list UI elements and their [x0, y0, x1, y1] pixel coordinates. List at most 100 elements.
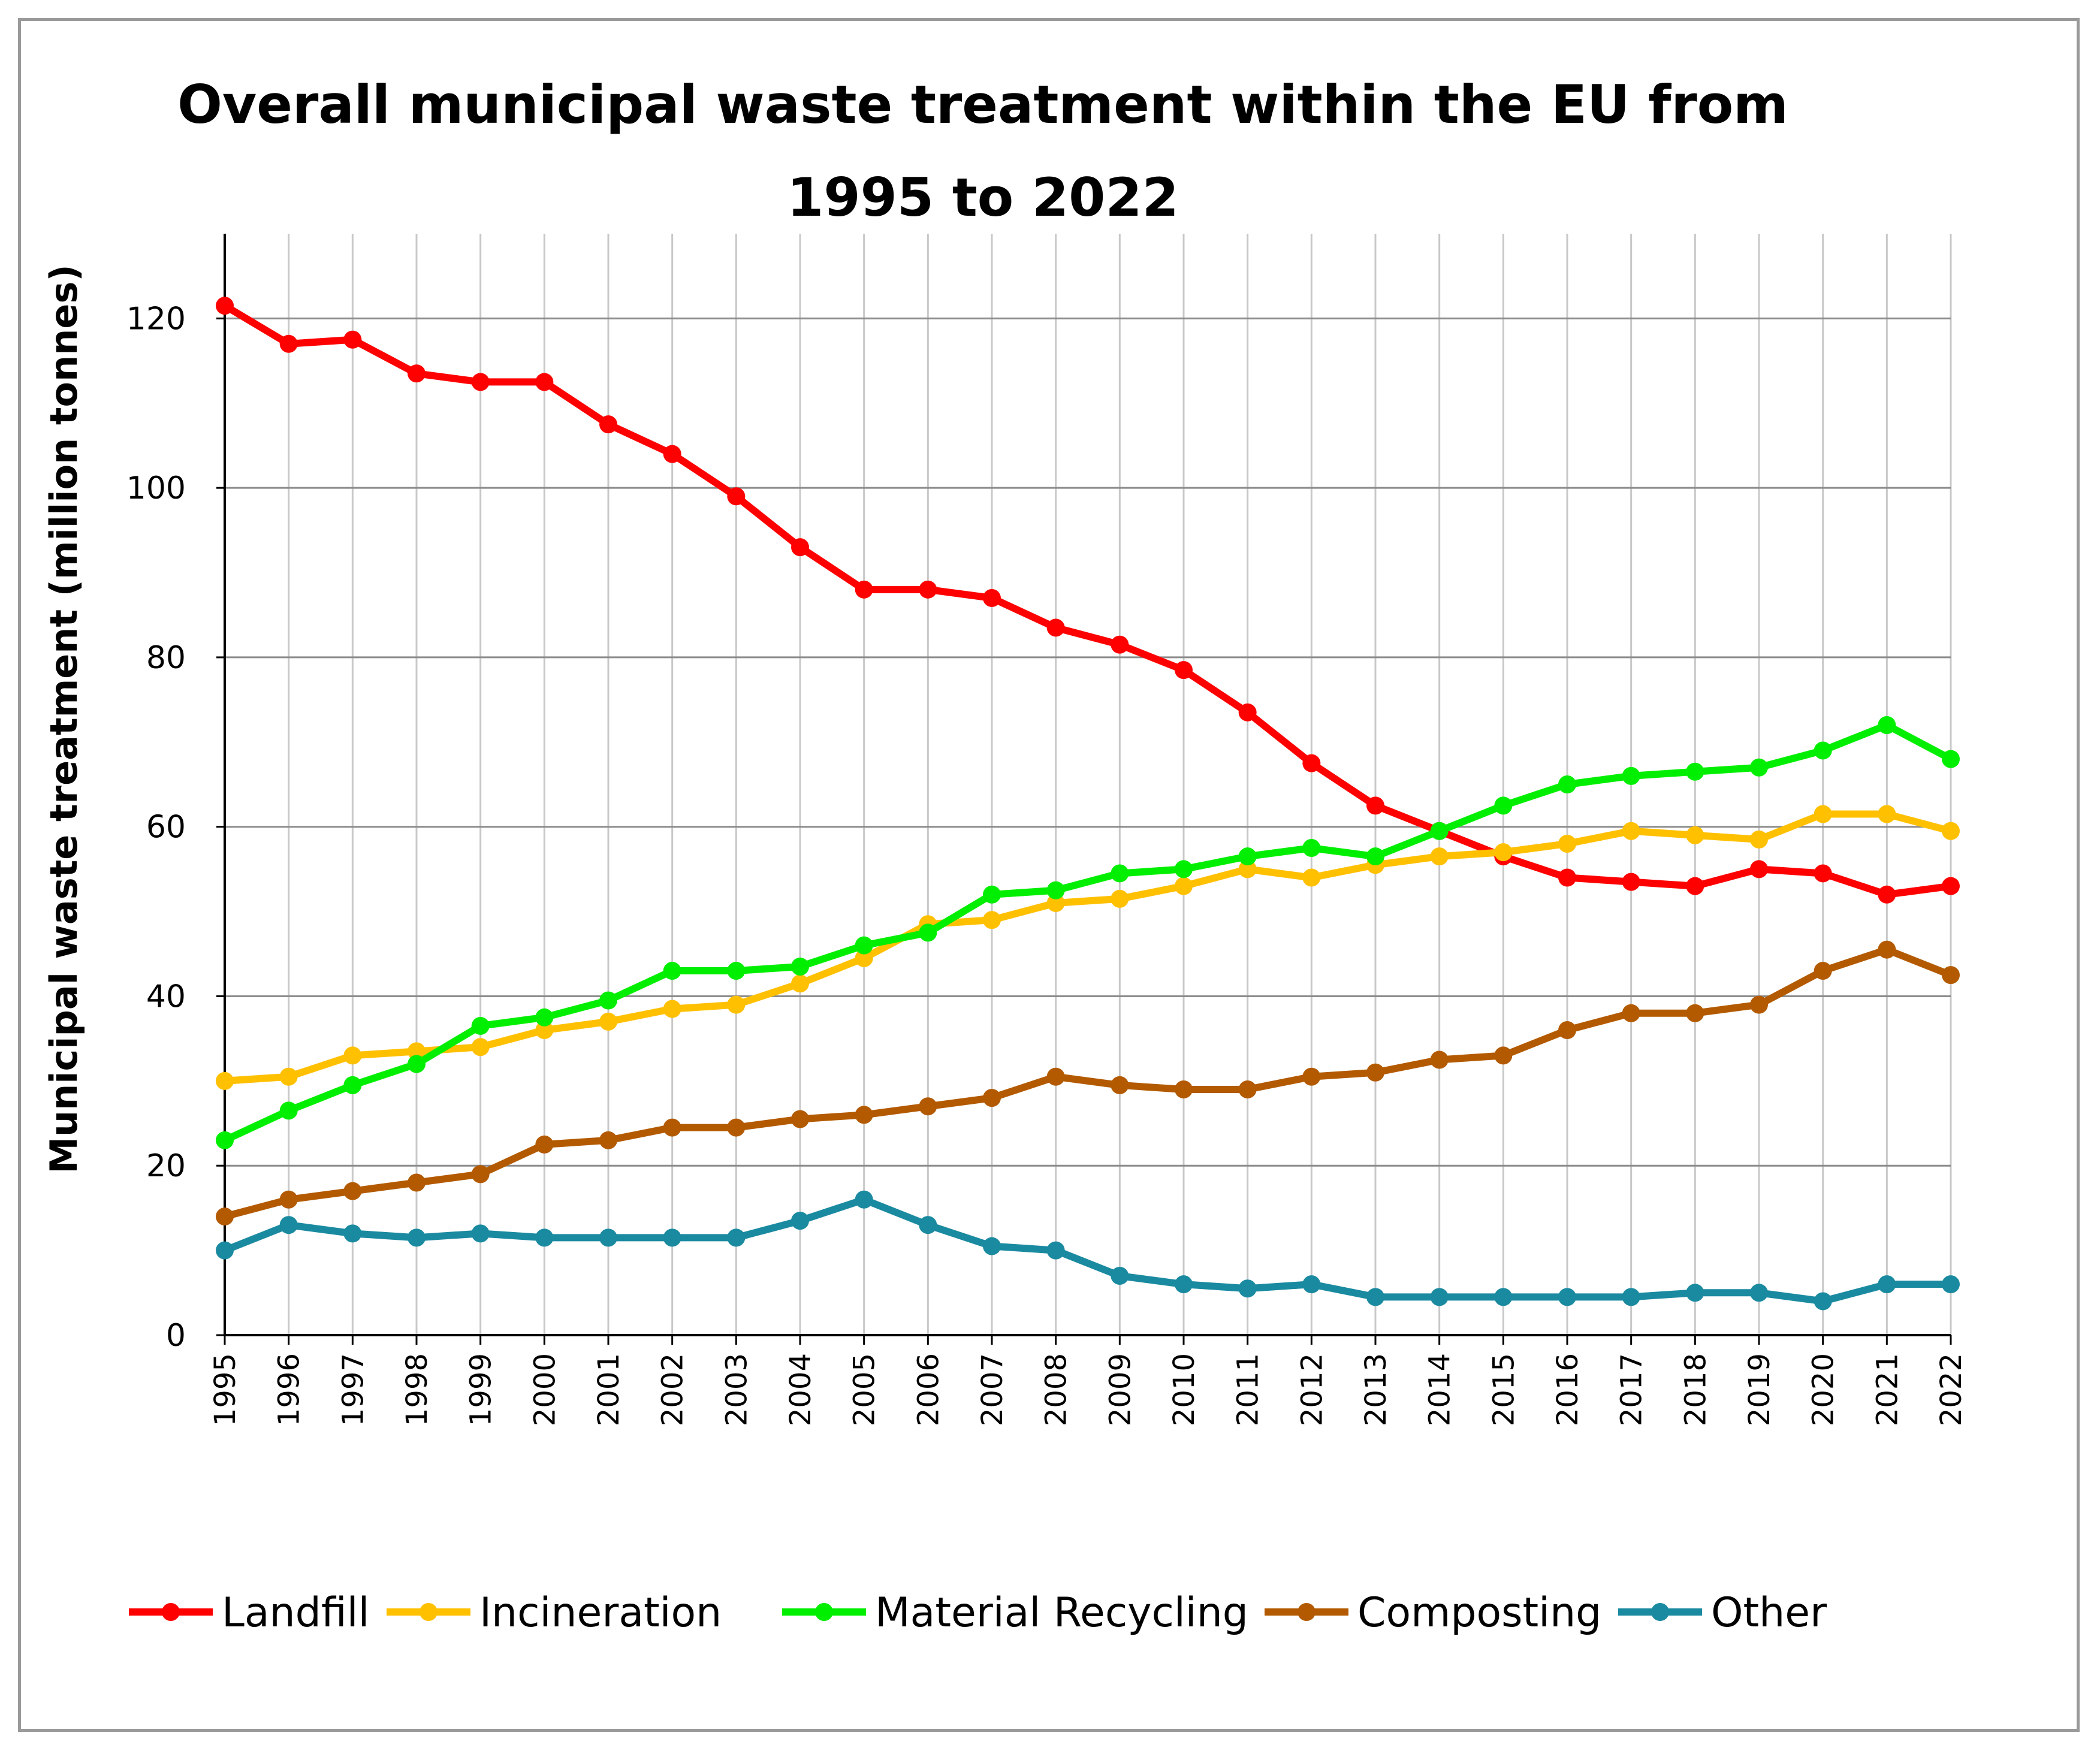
data-point-incineration [1686, 826, 1704, 844]
series-other [216, 1190, 1960, 1311]
data-point-composting [1302, 1067, 1321, 1086]
data-point-composting [855, 1106, 873, 1124]
y-tick-label: 0 [166, 1318, 186, 1354]
data-point-incineration [663, 1000, 681, 1018]
y-axis-label: Municipal waste treatment (million tonne… [42, 264, 86, 1173]
data-point-landfill [343, 330, 362, 349]
data-point-other [1175, 1275, 1193, 1294]
data-point-material-recycling [216, 1131, 234, 1149]
data-point-material-recycling [919, 923, 937, 942]
data-point-landfill [1366, 796, 1384, 815]
x-tick-label: 2001 [592, 1353, 626, 1426]
data-point-other [1494, 1288, 1513, 1306]
x-tick-label: 1999 [464, 1353, 498, 1426]
data-point-material-recycling [1494, 796, 1513, 815]
data-point-other [919, 1216, 937, 1234]
x-tick-label: 2004 [784, 1353, 817, 1426]
data-point-material-recycling [1366, 847, 1384, 866]
data-point-incineration [471, 1038, 490, 1056]
data-point-incineration [983, 911, 1001, 929]
data-point-composting [1622, 1004, 1640, 1022]
data-point-material-recycling [1430, 822, 1449, 840]
data-point-incineration [1046, 893, 1065, 912]
data-point-other [216, 1241, 234, 1260]
data-point-other [1942, 1275, 1960, 1294]
y-tick-label: 20 [146, 1148, 186, 1184]
legend-swatch-marker [1651, 1603, 1669, 1621]
data-point-landfill [983, 588, 1001, 607]
x-tick-label: 1998 [400, 1353, 434, 1426]
data-point-incineration [791, 974, 809, 993]
x-tick-label: 1997 [336, 1353, 370, 1426]
x-tick-label: 1995 [209, 1353, 242, 1426]
data-point-composting [919, 1097, 937, 1116]
data-point-material-recycling [1046, 881, 1065, 899]
data-point-composting [216, 1207, 234, 1226]
data-point-composting [1942, 966, 1960, 985]
y-tick-label: 100 [126, 470, 186, 506]
data-point-incineration [599, 1012, 617, 1031]
data-point-landfill [1814, 864, 1832, 883]
legend-label: Landfill [222, 1589, 369, 1637]
data-point-landfill [279, 334, 298, 353]
data-point-incineration [855, 949, 873, 967]
legend-item-other: Other [1618, 1589, 1827, 1637]
data-point-other [1302, 1275, 1321, 1294]
x-tick-label: 2022 [1935, 1353, 1968, 1426]
data-point-composting [1750, 995, 1768, 1014]
data-point-other [983, 1237, 1001, 1255]
series-line-incineration [224, 810, 1952, 1085]
data-point-incineration [1942, 822, 1960, 840]
data-point-composting [343, 1182, 362, 1200]
legend-label: Incineration [479, 1589, 722, 1637]
data-point-composting [663, 1118, 681, 1137]
data-point-material-recycling [408, 1055, 426, 1073]
x-tick-label: 2021 [1870, 1353, 1904, 1426]
legend-swatch-marker [420, 1603, 437, 1621]
x-tick-label: 2011 [1232, 1353, 1265, 1426]
data-point-other [1814, 1292, 1832, 1311]
x-tick-label: 1996 [273, 1353, 306, 1426]
data-point-landfill [1046, 618, 1065, 637]
x-tick-label: 2016 [1551, 1353, 1585, 1426]
data-point-incineration [343, 1046, 362, 1065]
data-point-composting [1366, 1063, 1384, 1082]
data-point-other [535, 1228, 554, 1247]
legend-label: Other [1711, 1589, 1827, 1637]
data-point-material-recycling [1750, 758, 1768, 777]
data-point-incineration [1622, 822, 1640, 840]
legend-item-landfill: Landfill [129, 1589, 369, 1637]
series-line-composting [224, 946, 1953, 1220]
data-point-material-recycling [727, 962, 746, 980]
data-point-landfill [1878, 885, 1896, 904]
data-point-material-recycling [1814, 741, 1832, 760]
data-point-other [343, 1224, 362, 1243]
data-point-composting [535, 1135, 554, 1154]
data-point-other [663, 1228, 681, 1247]
y-tick-labels: 0 20 40 60 80 100 120 [126, 301, 186, 1354]
legend-swatch-marker [162, 1603, 180, 1621]
legend-swatch-marker [1298, 1603, 1315, 1621]
x-tick-label: 2018 [1679, 1353, 1712, 1426]
data-point-incineration [1750, 830, 1768, 849]
data-point-landfill [1111, 635, 1129, 654]
data-point-landfill [855, 580, 873, 599]
data-point-incineration [535, 1021, 554, 1040]
data-point-landfill [1175, 661, 1193, 680]
data-point-landfill [1238, 703, 1257, 721]
data-point-material-recycling [599, 991, 617, 1010]
data-point-landfill [1942, 877, 1960, 895]
legend-label: Composting [1357, 1589, 1601, 1637]
chart-title: Overall municipal waste treatment within… [177, 74, 1788, 135]
data-point-composting [279, 1190, 298, 1209]
legend-label: Material Recycling [875, 1589, 1248, 1637]
x-tick-label: 2003 [720, 1353, 753, 1426]
data-point-landfill [1302, 754, 1321, 772]
data-point-landfill [791, 538, 809, 557]
x-tick-label: 2008 [1040, 1353, 1073, 1426]
x-tick-label: 2000 [528, 1353, 562, 1426]
data-point-other [279, 1216, 298, 1234]
x-tick-label: 2019 [1743, 1353, 1776, 1426]
x-tick-label: 2005 [848, 1353, 882, 1426]
data-point-landfill [216, 297, 234, 315]
